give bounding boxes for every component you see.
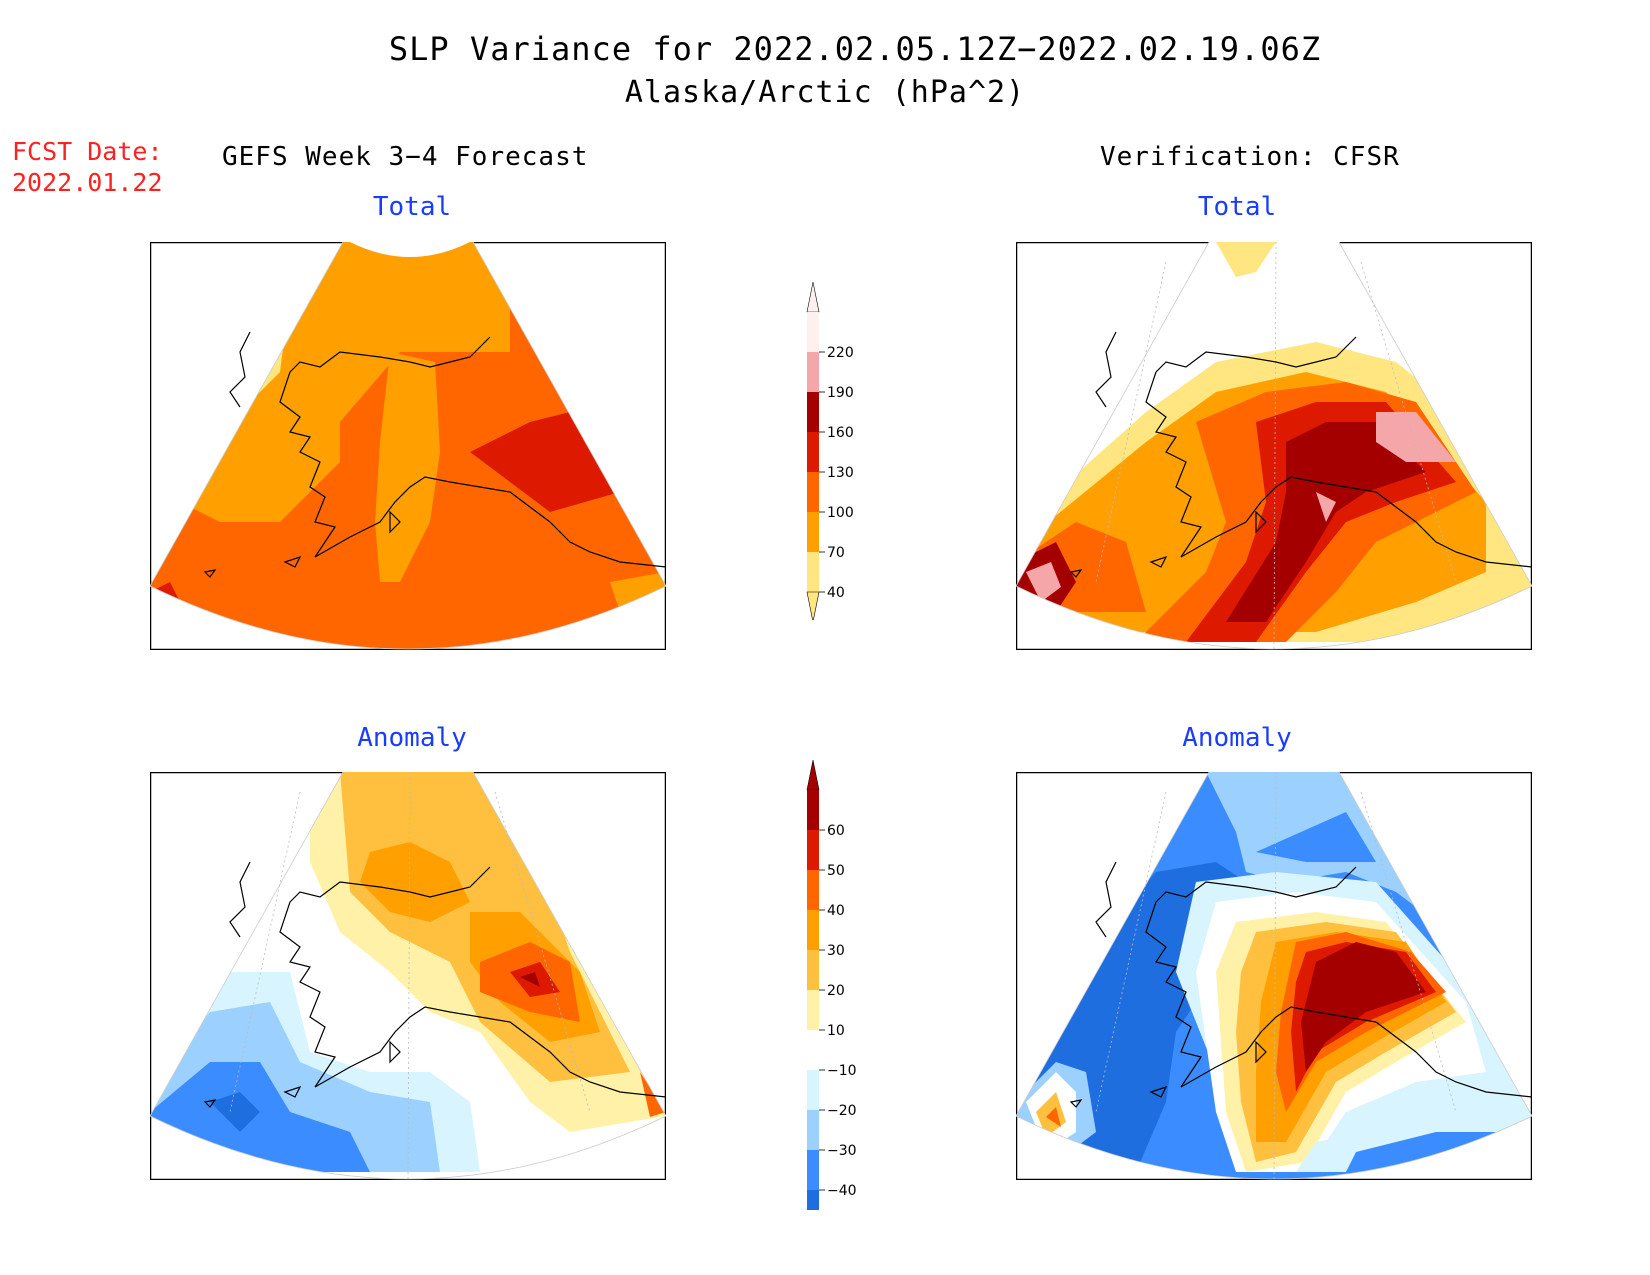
- colorbar-tick-label: −10: [827, 1063, 857, 1079]
- colorbar-tick-label: 160: [827, 425, 854, 441]
- map-forecast-total: [150, 242, 666, 650]
- colorbar-top-tip: [806, 759, 820, 791]
- colorbar-tick-label: 130: [827, 465, 854, 481]
- fcst-date-label: FCST Date:: [12, 137, 163, 166]
- colorbar-swatch: [807, 790, 819, 830]
- colorbar-swatch: [807, 512, 819, 552]
- colorbar-swatch: [807, 312, 819, 352]
- colorbar-anomaly: 60 50 40 30 20 10 −10 −20 −30 −40: [806, 759, 857, 1210]
- colorbar-swatch: [807, 870, 819, 910]
- colorbar-swatch: [807, 1110, 819, 1150]
- colorbar-swatch: [807, 990, 819, 1030]
- colorbar-swatch: [807, 1190, 819, 1210]
- main-title: SLP Variance for 2022.02.05.12Z−2022.02.…: [388, 30, 1322, 68]
- top-left-panel-title: Total: [372, 192, 452, 222]
- colorbar-swatch: [807, 910, 819, 950]
- colorbar-tick-label: 70: [827, 545, 845, 561]
- bottom-left-panel-title: Anomaly: [357, 723, 467, 753]
- colorbar-tick-label: 20: [827, 983, 845, 999]
- colorbar-swatch: [807, 352, 819, 392]
- colorbar-tick-label: 40: [827, 585, 845, 601]
- colorbar-tick-label: −30: [827, 1143, 857, 1159]
- colorbar-tick-label: 60: [827, 823, 845, 839]
- colorbar-tick-label: 50: [827, 863, 845, 879]
- colorbar-tick-label: −40: [827, 1183, 857, 1199]
- forecast-heading: GEFS Week 3−4 Forecast: [222, 142, 589, 172]
- colorbar-swatch: [807, 432, 819, 472]
- colorbar-swatch: [807, 1150, 819, 1190]
- colorbar-tick-label: 100: [827, 505, 854, 521]
- colorbar-top-tip: [806, 281, 820, 313]
- main-subtitle: Alaska/Arctic (hPa^2): [624, 75, 1026, 110]
- colorbar-swatch: [807, 830, 819, 870]
- colorbar-tick-label: 30: [827, 943, 845, 959]
- colorbar-swatch: [807, 950, 819, 990]
- colorbar-tick-label: 10: [827, 1023, 845, 1039]
- colorbar-swatch: [807, 1070, 819, 1110]
- bottom-right-panel-title: Anomaly: [1182, 723, 1292, 753]
- verification-heading: Verification: CFSR: [1100, 142, 1400, 172]
- map-verification-total: [1016, 242, 1532, 650]
- colorbar-tick-label: 220: [827, 345, 854, 361]
- fcst-date-value: 2022.01.22: [12, 168, 163, 197]
- colorbar-tick-label: 190: [827, 385, 854, 401]
- colorbar-bottom-tip: [806, 591, 820, 620]
- colorbar-total: 220 190 160 130 100 70 40: [806, 281, 854, 620]
- top-right-panel-title: Total: [1197, 192, 1277, 222]
- colorbar-swatch: [807, 392, 819, 432]
- colorbar-swatch: [807, 1030, 819, 1070]
- colorbar-swatch: [807, 552, 819, 592]
- colorbar-tick-label: −20: [827, 1103, 857, 1119]
- colorbar-tick-label: 40: [827, 903, 845, 919]
- map-verification-anomaly: [1016, 772, 1532, 1180]
- colorbar-swatch: [807, 472, 819, 512]
- map-forecast-anomaly: [150, 772, 666, 1180]
